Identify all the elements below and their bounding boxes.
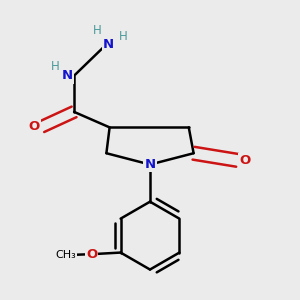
Text: CH₃: CH₃ (55, 250, 76, 260)
Text: O: O (28, 120, 39, 133)
Text: N: N (103, 38, 114, 51)
Text: H: H (93, 24, 102, 37)
Text: H: H (51, 59, 60, 73)
Text: H: H (119, 30, 128, 44)
Text: N: N (62, 69, 73, 82)
Text: N: N (144, 158, 156, 171)
Text: O: O (240, 154, 251, 167)
Text: O: O (86, 248, 97, 261)
